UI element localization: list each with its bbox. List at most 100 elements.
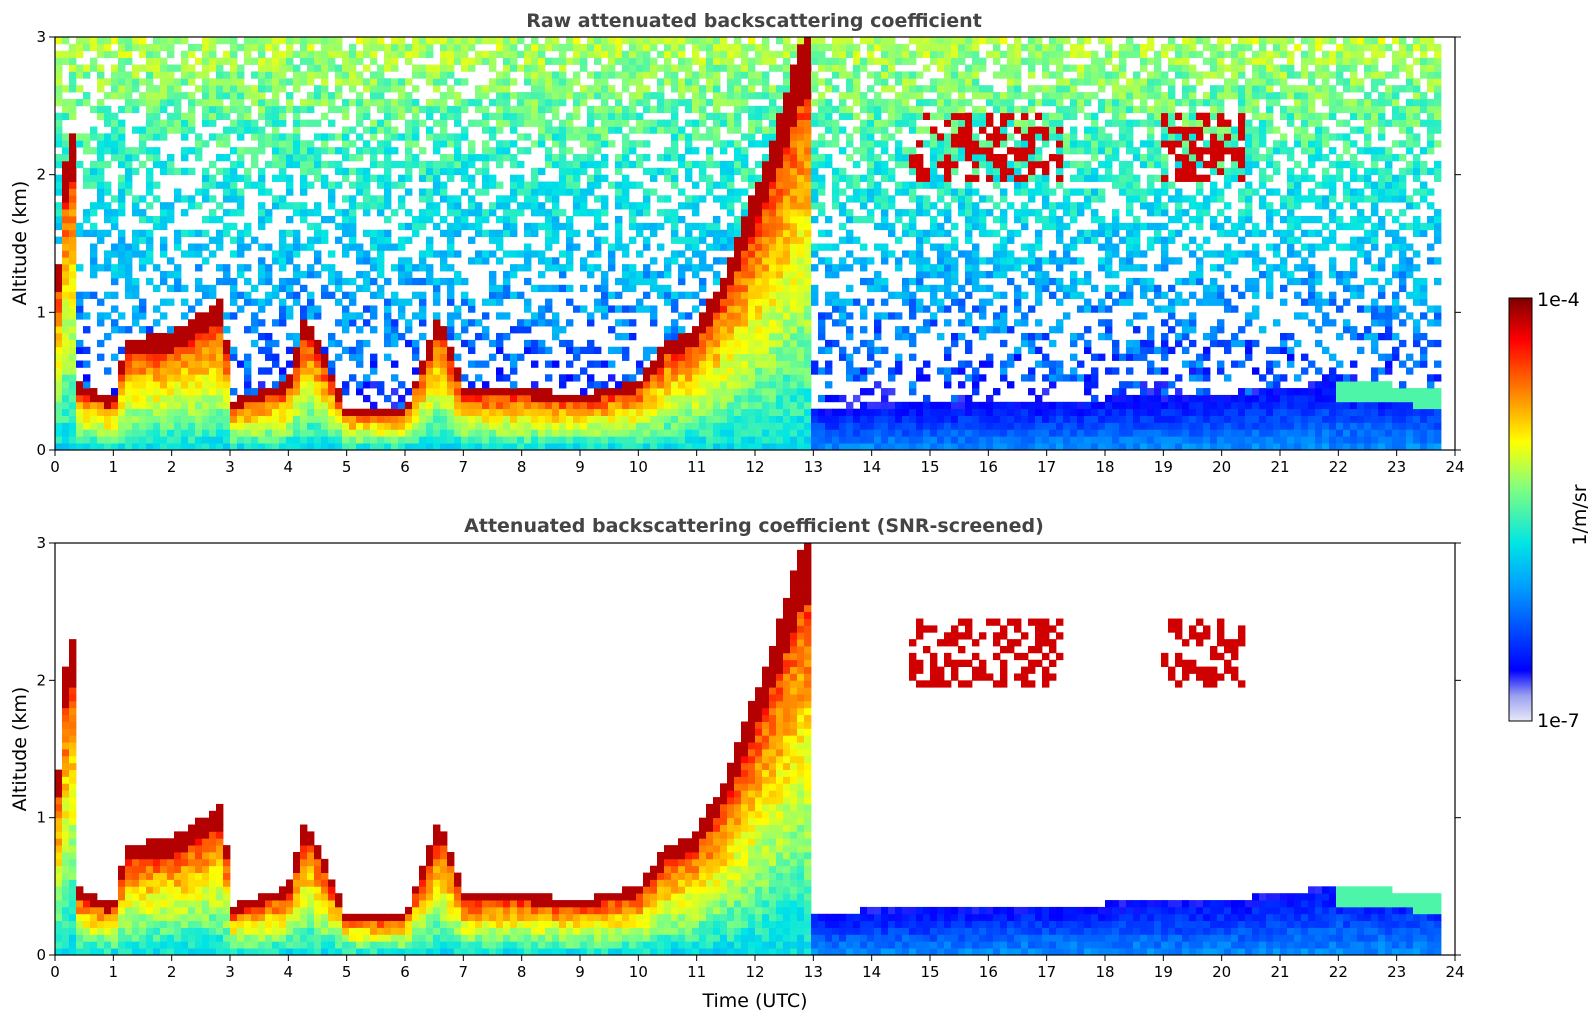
heatmap-cell [685,264,693,272]
heatmap-cell [776,112,784,120]
heatmap-cell [825,243,833,251]
heatmap-cell [279,140,287,148]
heatmap-cell [55,50,63,59]
heatmap-cell [55,174,63,182]
heatmap-cell [195,229,203,238]
heatmap-cell [153,284,161,293]
heatmap-cell [69,443,77,451]
heatmap-cell [657,78,665,86]
heatmap-cell [363,429,371,437]
heatmap-cell [454,353,462,361]
heatmap-cell [552,284,560,293]
heatmap-cell [419,264,427,272]
heatmap-cell [230,209,238,217]
heatmap-cell [783,195,791,203]
heatmap-cell [629,202,637,210]
heatmap-cell [622,305,630,313]
heatmap-cell [111,250,119,258]
heatmap-cell [811,202,819,210]
heatmap-cell [412,436,420,444]
heatmap-cell [664,360,672,368]
heatmap-cell [160,202,168,210]
heatmap-cell [510,360,518,368]
heatmap-cell [265,37,273,45]
heatmap-cell [832,243,840,251]
heatmap-cell [566,360,574,368]
heatmap-cell [391,50,399,59]
heatmap-cell [454,443,462,451]
heatmap-cell [132,277,140,286]
heatmap-cell [748,429,756,437]
heatmap-cell [524,319,532,327]
heatmap-cell [629,271,637,279]
heatmap-cell [384,147,392,155]
heatmap-cell [755,105,763,114]
heatmap-cell [769,202,777,210]
heatmap-cell [734,140,742,148]
heatmap-cell [671,50,679,59]
heatmap-cell [209,415,217,423]
heatmap-cell [629,37,637,45]
heatmap-cell [566,119,574,127]
heatmap-cell [902,436,910,444]
heatmap-cell [531,394,539,403]
heatmap-cell [797,243,805,251]
heatmap-cell [209,133,217,141]
heatmap-cell [559,209,567,217]
heatmap-cell [580,167,588,176]
heatmap-cell [594,429,602,437]
heatmap-cell [741,160,749,169]
heatmap-cell [895,353,903,361]
heatmap-cell [853,98,861,107]
heatmap-cell [223,326,231,334]
heatmap-cell [475,119,483,127]
heatmap-cell [454,222,462,231]
heatmap-cell [846,374,854,382]
heatmap-cell [482,360,490,368]
heatmap-cell [720,37,728,45]
heatmap-cell [545,229,553,238]
heatmap-cell [139,381,147,389]
heatmap-cell [398,443,406,451]
heatmap-cell [328,394,336,403]
heatmap-cell [104,78,112,86]
heatmap-cell [433,167,441,176]
heatmap-cell [517,105,525,114]
heatmap-cell [454,271,462,279]
heatmap-cell [426,443,434,451]
heatmap-cell [363,98,371,107]
heatmap-cell [104,264,112,272]
heatmap-cell [643,415,651,423]
heatmap-cell [321,374,329,382]
heatmap-cell [664,43,672,52]
heatmap-cell [356,388,364,396]
heatmap-cell [895,119,903,127]
heatmap-cell [734,374,742,382]
heatmap-cell [398,394,406,403]
heatmap-cell [391,291,399,299]
heatmap-cell [370,174,378,182]
heatmap-cell [636,222,644,231]
heatmap-cell [713,388,721,396]
heatmap-cell [111,443,119,451]
heatmap-cell [895,98,903,107]
heatmap-cell [216,332,224,341]
heatmap-cell [874,408,882,416]
heatmap-cell [741,250,749,258]
heatmap-cell [867,339,875,348]
heatmap-cell [636,98,644,107]
heatmap-cell [804,209,812,217]
heatmap-cell [573,415,581,423]
heatmap-cell [699,394,707,403]
heatmap-cell [867,71,875,79]
heatmap-cell [839,394,847,403]
heatmap-cell [286,92,294,100]
heatmap-cell [657,50,665,59]
heatmap-cell [510,215,518,224]
heatmap-cell [790,126,798,134]
heatmap-cell [510,78,518,86]
heatmap-cell [783,401,791,410]
heatmap-cell [790,195,798,203]
heatmap-cell [377,243,385,251]
heatmap-cell [699,339,707,348]
